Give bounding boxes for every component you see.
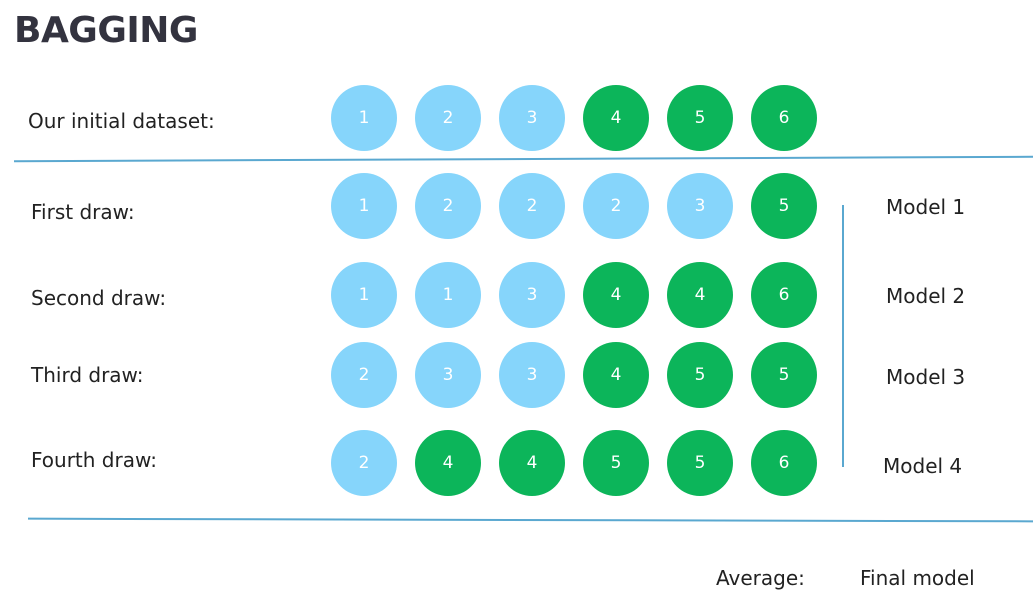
draw-2-ball-3: 3	[499, 262, 565, 328]
draw-3-ball-4: 4	[583, 342, 649, 408]
draw-1-ball-5: 3	[667, 173, 733, 239]
draw-2-ball-6: 6	[751, 262, 817, 328]
draw-2-ball-5: 4	[667, 262, 733, 328]
draw-2-ball-4: 4	[583, 262, 649, 328]
initial-ball-3: 3	[499, 85, 565, 151]
draw-4-ball-3: 4	[499, 430, 565, 496]
draw-1-ball-3: 2	[499, 173, 565, 239]
draw-1-ball-4: 2	[583, 173, 649, 239]
initial-ball-1: 1	[331, 85, 397, 151]
initial-ball-6: 6	[751, 85, 817, 151]
draw-label-4: Fourth draw:	[31, 448, 157, 472]
draw-label-1: First draw:	[31, 200, 135, 224]
draw-label-2: Second draw:	[31, 286, 167, 310]
draw-1-ball-1: 1	[331, 173, 397, 239]
draw-3-ball-1: 2	[331, 342, 397, 408]
final-model-label: Final model	[860, 566, 975, 590]
draw-3-ball-3: 3	[499, 342, 565, 408]
draw-3-ball-5: 5	[667, 342, 733, 408]
model-label-1: Model 1	[886, 195, 966, 219]
draw-1-ball-6: 5	[751, 173, 817, 239]
draw-label-3: Third draw:	[31, 363, 144, 387]
draw-1-ball-2: 2	[415, 173, 481, 239]
draw-4-ball-2: 4	[415, 430, 481, 496]
model-label-3: Model 3	[886, 365, 966, 389]
average-label: Average:	[716, 566, 805, 590]
draw-4-ball-4: 5	[583, 430, 649, 496]
initial-ball-2: 2	[415, 85, 481, 151]
draw-2-ball-2: 1	[415, 262, 481, 328]
bottom-divider	[27, 517, 1033, 523]
model-label-4: Model 4	[883, 454, 963, 478]
draw-4-ball-1: 2	[331, 430, 397, 496]
model-separator	[842, 205, 844, 467]
initial-dataset-label: Our initial dataset:	[28, 109, 215, 133]
model-label-2: Model 2	[886, 284, 966, 308]
draw-3-ball-6: 5	[751, 342, 817, 408]
draw-4-ball-5: 5	[667, 430, 733, 496]
initial-ball-5: 5	[667, 85, 733, 151]
top-divider	[14, 155, 1033, 163]
initial-ball-4: 4	[583, 85, 649, 151]
draw-3-ball-2: 3	[415, 342, 481, 408]
draw-2-ball-1: 1	[331, 262, 397, 328]
draw-4-ball-6: 6	[751, 430, 817, 496]
page-title: BAGGING	[14, 10, 198, 51]
